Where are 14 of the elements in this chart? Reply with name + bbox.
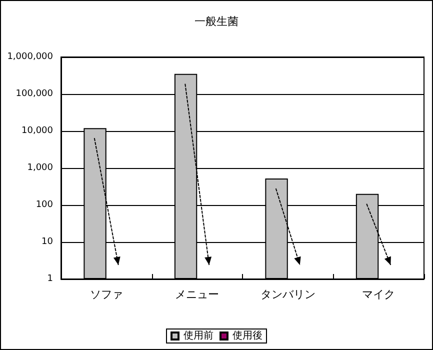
x-tick-label: マイク — [362, 288, 396, 301]
y-tick-label: 10 — [42, 237, 54, 247]
chart-title: 一般生菌 — [194, 15, 238, 28]
x-tick-label: メニュー — [175, 288, 220, 301]
y-tick-label: 10,000 — [22, 126, 54, 136]
x-tick-label: ソファ — [90, 288, 123, 301]
y-tick-label: 100 — [36, 200, 54, 210]
y-tick-label: 1,000,000 — [7, 52, 54, 62]
y-tick-label: 100,000 — [16, 89, 54, 99]
x-tick-label: タンバリン — [260, 288, 316, 301]
legend-label: 使用前 — [184, 330, 214, 342]
legend-label: 使用後 — [232, 330, 262, 342]
y-tick-label: 1,000 — [27, 163, 54, 173]
y-tick-label: 1 — [47, 274, 53, 284]
